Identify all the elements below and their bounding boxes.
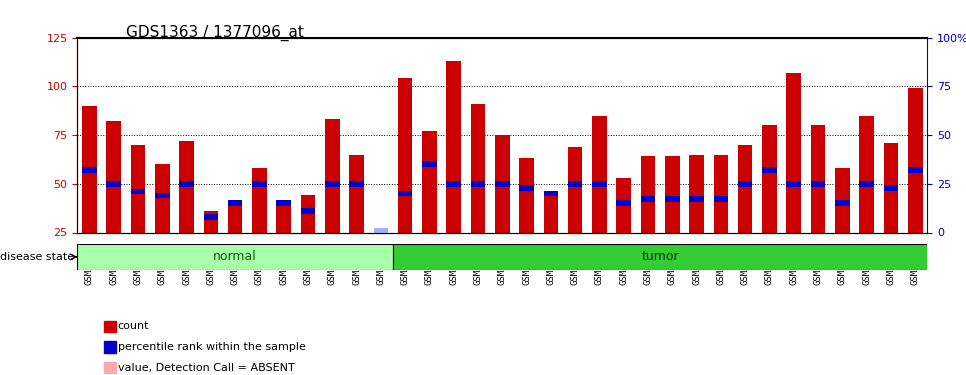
FancyBboxPatch shape bbox=[77, 244, 393, 270]
Bar bbox=[180, 141, 194, 232]
Bar bbox=[665, 196, 680, 202]
Bar bbox=[520, 185, 534, 190]
Bar bbox=[374, 228, 388, 234]
Bar bbox=[180, 181, 194, 187]
Bar bbox=[155, 164, 170, 232]
Bar bbox=[276, 200, 291, 206]
Bar bbox=[252, 168, 267, 232]
Bar bbox=[908, 167, 923, 173]
Bar bbox=[786, 73, 801, 232]
Bar bbox=[665, 156, 680, 232]
Bar bbox=[325, 181, 340, 187]
Text: value, Detection Call = ABSENT: value, Detection Call = ABSENT bbox=[118, 363, 295, 372]
Bar bbox=[374, 231, 388, 232]
Bar bbox=[300, 195, 315, 232]
Bar bbox=[106, 181, 121, 187]
Bar bbox=[786, 181, 801, 187]
Bar bbox=[495, 135, 510, 232]
Bar bbox=[690, 154, 704, 232]
Bar bbox=[228, 200, 242, 206]
Bar bbox=[738, 181, 753, 187]
Bar bbox=[470, 104, 485, 232]
Bar bbox=[544, 192, 558, 232]
Bar bbox=[470, 181, 485, 187]
Bar bbox=[640, 156, 655, 232]
Text: normal: normal bbox=[213, 251, 257, 263]
Bar bbox=[446, 61, 461, 232]
Bar bbox=[495, 181, 510, 187]
Bar bbox=[568, 181, 582, 187]
Bar bbox=[228, 203, 242, 232]
Bar bbox=[130, 189, 145, 195]
Text: tumor: tumor bbox=[641, 251, 679, 263]
Bar bbox=[276, 203, 291, 232]
Bar bbox=[568, 147, 582, 232]
Bar bbox=[130, 145, 145, 232]
Bar bbox=[690, 196, 704, 202]
Bar bbox=[398, 78, 412, 232]
Text: count: count bbox=[118, 321, 150, 331]
Bar bbox=[884, 185, 898, 190]
Bar bbox=[616, 178, 631, 232]
Bar bbox=[520, 158, 534, 232]
Bar bbox=[714, 196, 728, 202]
Bar bbox=[860, 116, 874, 232]
Bar bbox=[908, 88, 923, 232]
Bar bbox=[762, 125, 777, 232]
Bar bbox=[82, 106, 97, 232]
Bar bbox=[714, 154, 728, 232]
Bar bbox=[204, 211, 218, 232]
Bar bbox=[738, 145, 753, 232]
Bar bbox=[544, 190, 558, 196]
Bar bbox=[252, 181, 267, 187]
Bar bbox=[835, 168, 850, 232]
Bar bbox=[155, 192, 170, 198]
Text: GDS1363 / 1377096_at: GDS1363 / 1377096_at bbox=[126, 24, 303, 40]
Bar bbox=[204, 214, 218, 220]
Bar bbox=[350, 154, 364, 232]
Bar bbox=[810, 181, 825, 187]
Bar bbox=[592, 116, 607, 232]
Bar bbox=[810, 125, 825, 232]
Bar bbox=[446, 181, 461, 187]
Bar bbox=[422, 161, 437, 167]
Bar bbox=[82, 167, 97, 173]
Bar bbox=[835, 200, 850, 206]
Text: percentile rank within the sample: percentile rank within the sample bbox=[118, 342, 305, 352]
Bar bbox=[592, 181, 607, 187]
Bar bbox=[325, 119, 340, 232]
FancyBboxPatch shape bbox=[393, 244, 927, 270]
Text: disease state: disease state bbox=[0, 252, 74, 262]
Bar bbox=[300, 208, 315, 214]
Bar bbox=[860, 181, 874, 187]
Bar bbox=[106, 122, 121, 232]
Bar bbox=[884, 143, 898, 232]
Bar bbox=[616, 200, 631, 206]
Bar bbox=[350, 181, 364, 187]
Bar bbox=[422, 131, 437, 232]
Bar bbox=[762, 167, 777, 173]
Bar bbox=[640, 196, 655, 202]
Bar bbox=[398, 190, 412, 196]
